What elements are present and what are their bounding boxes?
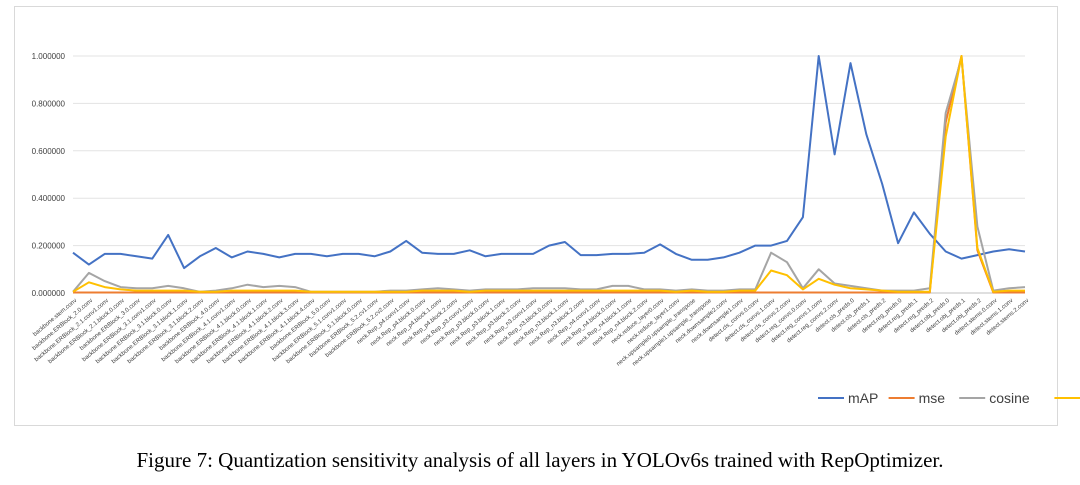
- y-tick-label: 0.600000: [32, 147, 66, 156]
- y-tick-label: 1.000000: [32, 52, 66, 61]
- legend-label-mse: mse: [919, 390, 946, 406]
- legend: mAPmsecosinesnr: [818, 390, 1080, 406]
- y-tick-label: 0.800000: [32, 99, 66, 108]
- legend-label-mAP: mAP: [848, 390, 878, 406]
- figure-caption: Figure 7: Quantization sensitivity analy…: [136, 448, 944, 472]
- legend-label-cosine: cosine: [989, 390, 1030, 406]
- series-line-mAP: [72, 55, 1026, 270]
- y-tick-label: 0.200000: [32, 242, 66, 251]
- y-axis-ticks: 0.000000 0.200000 0.400000 0.600000 0.800000…: [32, 52, 66, 298]
- figure-frame: [14, 6, 1058, 426]
- y-tick-label: 0.400000: [32, 194, 66, 203]
- gridlines: [73, 55, 1025, 294]
- series-lines: [72, 55, 1026, 294]
- y-tick-label: 0.000000: [32, 289, 66, 298]
- x-axis-ticks: backbone.stem.convbackbone.ERBlock_2.0.c…: [32, 298, 1031, 368]
- line-chart: 0.000000 0.200000 0.400000 0.600000 0.800000…: [32, 52, 1080, 406]
- series-line-snr: [72, 55, 1025, 293]
- series-line-mse: [73, 55, 1025, 294]
- series-line-cosine: [72, 57, 1026, 293]
